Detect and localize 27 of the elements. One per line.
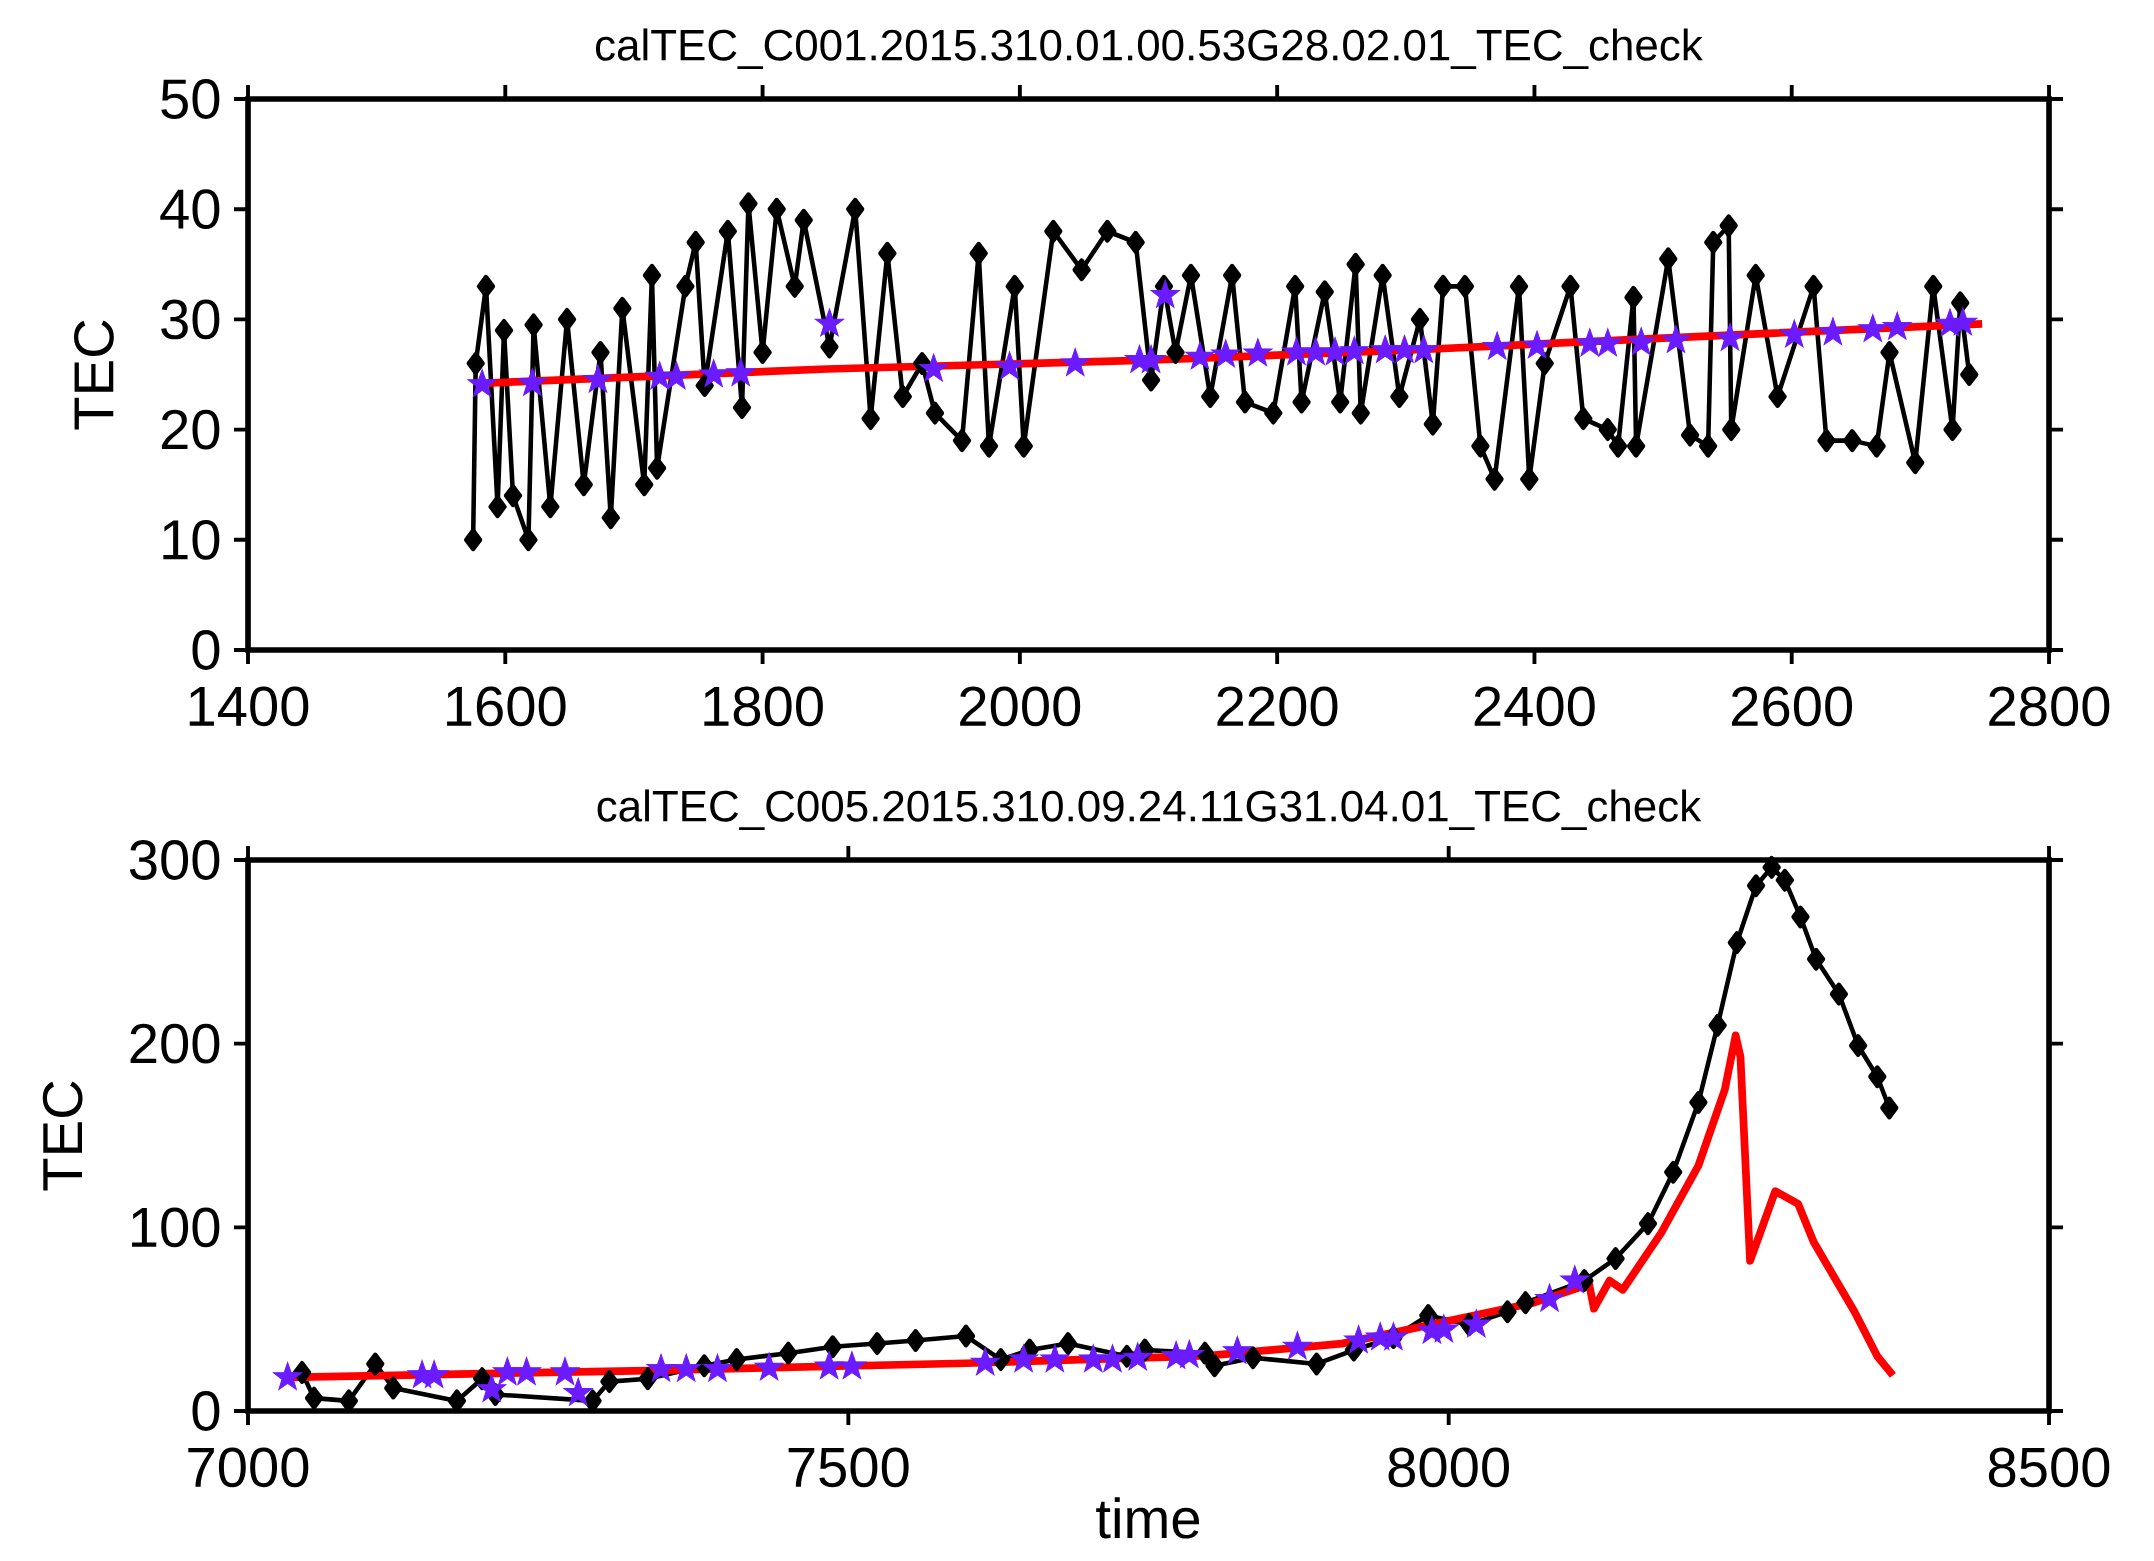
x-tick-label: 7000 bbox=[188, 1447, 309, 1488]
y-tick-label: 40 bbox=[160, 189, 220, 230]
x-axis-title: time bbox=[1096, 1497, 1200, 1539]
x-tick-label: 2800 bbox=[1989, 686, 2110, 727]
x-tick-label: 2600 bbox=[1731, 686, 1853, 727]
y-axis-title: TEC bbox=[42, 1081, 83, 1191]
y-tick-label: 0 bbox=[192, 1391, 220, 1431]
x-tick-label: 1600 bbox=[447, 686, 566, 727]
x-tick-label: 1800 bbox=[704, 686, 823, 727]
y-tick-label: 30 bbox=[161, 299, 220, 340]
x-tick-label: 7500 bbox=[788, 1447, 909, 1488]
y-tick-label: 10 bbox=[163, 519, 220, 560]
y-tick-label: 50 bbox=[161, 79, 220, 119]
y-tick-label: 100 bbox=[132, 1207, 220, 1248]
x-tick-label: 2200 bbox=[1217, 686, 1338, 727]
y-tick-label: 0 bbox=[192, 630, 220, 670]
chart-title: calTEC_C005.2015.310.09.24.11G31.04.01_TEC_check bbox=[597, 789, 1702, 830]
y-axis-title: TEC bbox=[74, 320, 114, 430]
x-tick-label: 8000 bbox=[1388, 1447, 1509, 1488]
y-tick-label: 300 bbox=[129, 840, 220, 880]
chart-title: calTEC_C001.2015.310.01.00.53G28.02.01_TEC_check bbox=[595, 28, 1703, 69]
y-tick-label: 200 bbox=[130, 1023, 220, 1064]
y-tick-label: 20 bbox=[161, 409, 220, 450]
x-tick-label: 1400 bbox=[189, 686, 309, 727]
x-tick-label: 2400 bbox=[1474, 686, 1595, 727]
x-tick-label: 8500 bbox=[1988, 1447, 2110, 1488]
x-tick-label: 2000 bbox=[960, 686, 1081, 727]
